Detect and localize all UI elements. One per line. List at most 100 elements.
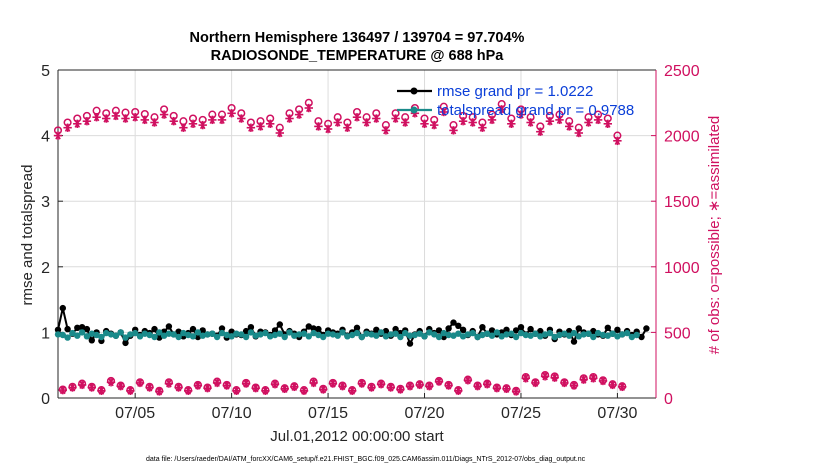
series-layer <box>53 98 650 396</box>
rmse-point <box>527 325 534 333</box>
rmse-line <box>57 307 648 347</box>
x-tick-label: 07/30 <box>597 405 637 422</box>
rmse-point <box>151 325 158 333</box>
spread-point <box>488 332 496 339</box>
y-tick-label-left: 1 <box>41 325 50 342</box>
obs-possible-point <box>179 117 188 126</box>
legend-marker-spread <box>410 106 418 114</box>
spread-point <box>291 332 298 339</box>
spread-point <box>93 331 100 339</box>
rmse-point <box>353 324 361 331</box>
chart-title-line2: RADIOSONDE_TEMPERATURE @ 688 hPa <box>211 48 505 64</box>
spread-point <box>252 332 259 339</box>
spread-point <box>498 333 505 340</box>
y-axis-label-right: # of obs: o=possible; ∗=assimilated <box>706 116 723 355</box>
spread-point <box>440 329 447 337</box>
rmse-point <box>74 324 81 331</box>
x-tick-label: 07/20 <box>404 405 444 422</box>
spread-point <box>546 329 554 337</box>
spread-point <box>377 329 385 336</box>
rmse-point <box>194 333 202 341</box>
spread-point <box>353 329 361 337</box>
spread-point <box>199 332 206 339</box>
spread-point <box>165 330 173 337</box>
rmse-point <box>156 334 163 341</box>
spread-point <box>358 333 365 341</box>
spread-point <box>580 331 587 338</box>
spread-point <box>484 330 491 337</box>
rmse-point <box>614 326 621 333</box>
series-rmse <box>54 304 650 347</box>
spread-point <box>185 331 192 339</box>
spread-point <box>512 333 520 341</box>
spread-point <box>136 333 144 340</box>
spread-point <box>146 331 153 339</box>
rmse-point <box>512 327 520 334</box>
spread-point <box>633 331 640 339</box>
spread-point <box>570 329 578 337</box>
spread-point <box>416 330 423 337</box>
rmse-point <box>566 327 573 335</box>
spread-point <box>532 330 539 337</box>
y-tick-label-right: 500 <box>664 325 691 342</box>
spread-point <box>445 331 452 339</box>
spread-point <box>344 333 351 340</box>
rmse-point <box>78 324 86 331</box>
spread-point <box>503 331 510 338</box>
rmse-point <box>604 324 611 331</box>
spread-point <box>450 332 457 339</box>
y-tick-label-right: 2500 <box>664 63 700 80</box>
rmse-point <box>83 325 91 333</box>
y-tick-label-right: 1500 <box>664 194 700 211</box>
spread-point <box>469 329 476 337</box>
spread-point <box>286 329 293 336</box>
rmse-point <box>575 325 582 332</box>
legend-label-spread: totalspread grand pr = 0.9788 <box>437 102 634 119</box>
rmse-point <box>175 328 182 335</box>
spread-point <box>426 329 433 336</box>
rmse-point <box>590 327 597 335</box>
x-tick-label: 07/10 <box>212 405 252 422</box>
spread-point <box>541 331 549 338</box>
x-tick-label: 07/15 <box>308 405 348 422</box>
spread-point <box>522 331 529 339</box>
rmse-point <box>228 328 235 335</box>
rmse-point <box>373 326 380 333</box>
spread-point <box>88 330 96 337</box>
rmse-point <box>643 325 650 332</box>
spread-point <box>387 331 394 338</box>
rmse-point <box>382 327 390 335</box>
spread-point <box>508 330 515 337</box>
spread-point <box>455 330 462 337</box>
spread-point <box>271 331 279 339</box>
spread-point <box>349 331 356 339</box>
spread-point <box>599 331 607 339</box>
spread-point <box>315 331 322 339</box>
rmse-point <box>122 339 129 347</box>
spread-point <box>112 332 120 339</box>
spread-point <box>590 333 597 341</box>
spread-point <box>64 334 71 341</box>
spread-point <box>132 329 139 337</box>
rmse-point <box>503 326 510 333</box>
rmse-point <box>64 325 71 333</box>
spread-point <box>233 330 240 337</box>
y-tick-label-right: 0 <box>664 391 673 408</box>
spread-point <box>107 331 115 338</box>
rmse-point <box>570 338 578 345</box>
legend-label-rmse: rmse grand pr = 1.0222 <box>437 83 593 100</box>
obs-possible-point <box>92 106 101 115</box>
y-tick-label-left: 3 <box>41 194 50 211</box>
spread-point <box>98 333 105 341</box>
y-axis-label-left: rmse and totalspread <box>19 165 36 306</box>
spread-point <box>421 333 428 340</box>
rmse-point <box>459 326 467 333</box>
series-spread <box>54 329 640 341</box>
spread-point <box>527 332 534 339</box>
rmse-point <box>247 324 255 331</box>
spread-point <box>517 329 525 337</box>
spread-point <box>156 329 163 336</box>
spread-point <box>223 331 230 339</box>
x-tick-label: 07/05 <box>115 405 155 422</box>
spread-point <box>392 330 399 337</box>
